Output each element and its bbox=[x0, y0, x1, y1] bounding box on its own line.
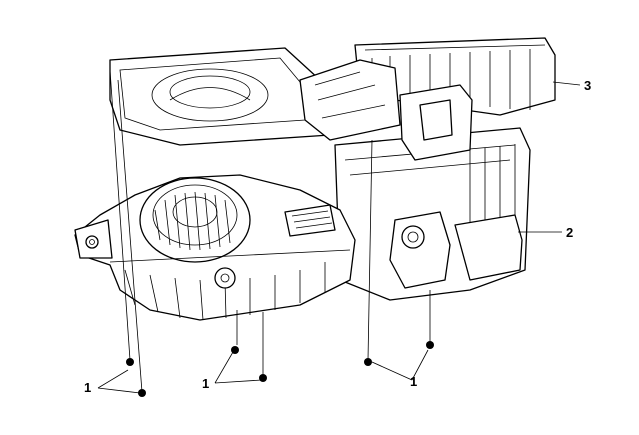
fasteners bbox=[126, 341, 434, 397]
leader-lines bbox=[97, 69, 581, 394]
upper-case bbox=[109, 37, 556, 146]
blower-housing bbox=[74, 174, 356, 321]
callout-1-middle: 1 bbox=[202, 376, 209, 391]
screw-icon bbox=[426, 341, 434, 349]
callout-labels: 1 1 1 2 3 bbox=[84, 78, 591, 395]
screw-icon bbox=[138, 389, 146, 397]
lower-case bbox=[334, 84, 531, 301]
callout-2: 2 bbox=[566, 225, 573, 240]
screw-icon bbox=[364, 358, 372, 366]
callout-1-left: 1 bbox=[84, 380, 91, 395]
callout-3: 3 bbox=[584, 78, 591, 93]
callout-1-right: 1 bbox=[410, 374, 417, 389]
screw-icon bbox=[231, 346, 239, 354]
screw-icon bbox=[259, 374, 267, 382]
screw-icon bbox=[126, 358, 134, 366]
